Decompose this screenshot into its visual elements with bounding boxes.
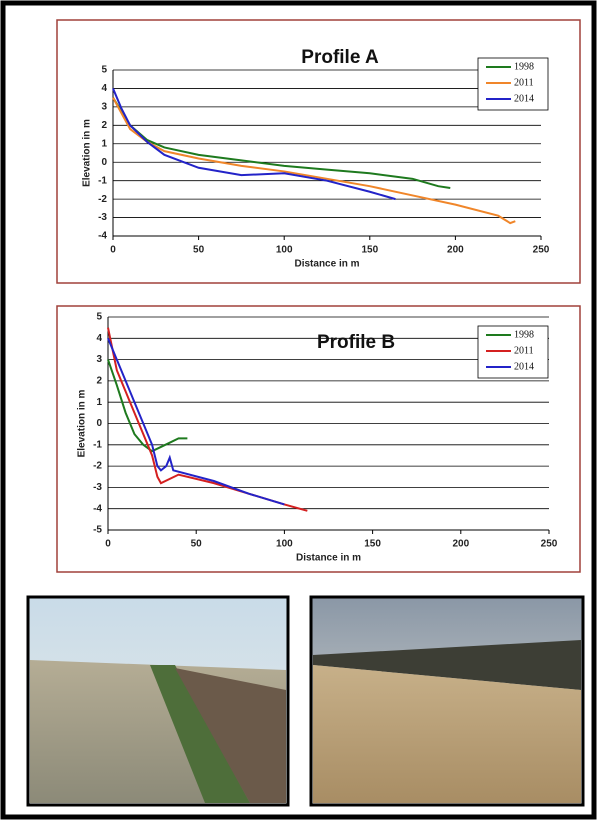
chart-title: Profile B <box>317 332 395 353</box>
y-tick-label: -2 <box>93 461 102 472</box>
y-tick-label: -1 <box>93 439 102 450</box>
y-tick-label: 2 <box>101 120 107 131</box>
y-tick-label: 1 <box>96 397 102 408</box>
y-tick-label: 4 <box>101 83 107 94</box>
x-tick-label: 100 <box>276 539 293 550</box>
y-tick-label: -2 <box>98 194 107 205</box>
legend-label: 2014 <box>514 93 534 104</box>
y-tick-label: -3 <box>98 212 107 223</box>
x-tick-label: 0 <box>105 539 111 550</box>
y-tick-label: -5 <box>93 525 102 536</box>
x-tick-label: 50 <box>193 245 205 256</box>
y-axis-label: Elevation in m <box>77 389 88 457</box>
y-tick-label: -4 <box>98 231 107 242</box>
y-tick-label: 0 <box>96 418 102 429</box>
chart-title: Profile A <box>301 47 379 68</box>
y-tick-label: 5 <box>101 65 107 76</box>
y-tick-label: -3 <box>93 482 102 493</box>
x-tick-label: 250 <box>541 539 558 550</box>
y-tick-label: 1 <box>101 138 107 149</box>
legend-label: 2011 <box>514 345 534 356</box>
x-axis-label: Distance in m <box>294 259 359 270</box>
x-tick-label: 100 <box>276 245 293 256</box>
y-tick-label: 3 <box>101 102 107 113</box>
photo-left <box>28 597 288 805</box>
y-axis-label: Elevation in m <box>82 119 93 187</box>
x-tick-label: 150 <box>361 245 378 256</box>
figure: -4-3-2-1012345050100150200250Distance in… <box>0 0 597 820</box>
y-tick-label: 3 <box>96 354 102 365</box>
y-tick-label: -1 <box>98 175 107 186</box>
y-tick-label: -4 <box>93 503 102 514</box>
legend-label: 1998 <box>514 329 534 340</box>
y-tick-label: 4 <box>96 333 102 344</box>
x-tick-label: 0 <box>110 245 116 256</box>
x-tick-label: 250 <box>533 245 550 256</box>
x-tick-label: 50 <box>191 539 203 550</box>
y-tick-label: 0 <box>101 157 107 168</box>
photo-right <box>311 597 583 805</box>
x-tick-label: 150 <box>364 539 381 550</box>
x-axis-label: Distance in m <box>296 553 361 564</box>
y-tick-label: 5 <box>96 312 102 323</box>
legend-label: 1998 <box>514 61 534 72</box>
x-tick-label: 200 <box>447 245 464 256</box>
x-tick-label: 200 <box>452 539 469 550</box>
y-tick-label: 2 <box>96 376 102 387</box>
legend-label: 2014 <box>514 361 534 372</box>
legend-label: 2011 <box>514 77 534 88</box>
